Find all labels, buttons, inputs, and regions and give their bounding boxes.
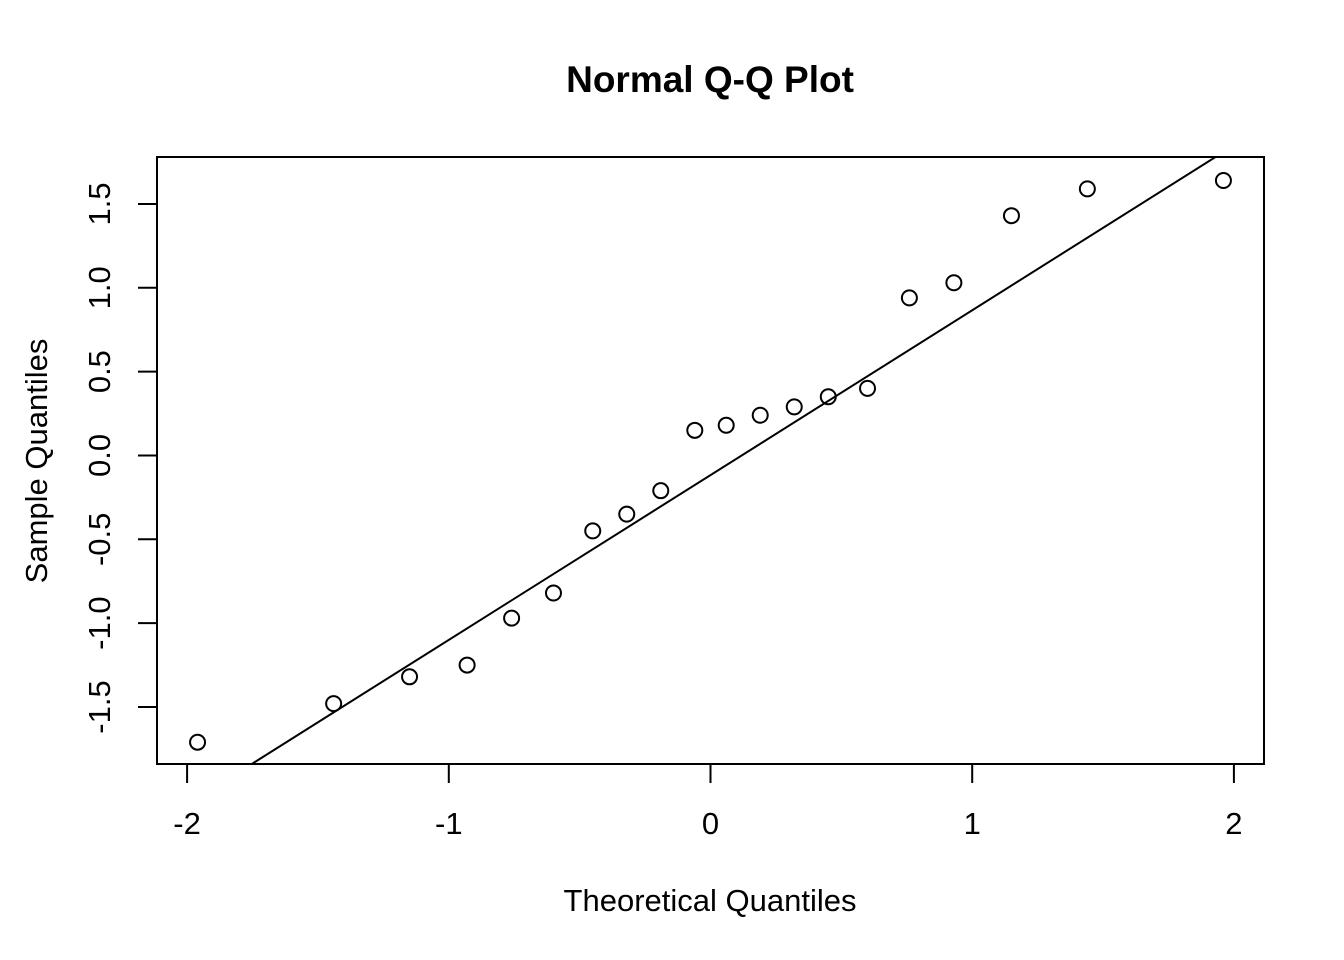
data-point [686, 421, 704, 439]
data-point [652, 482, 670, 500]
y-tick-label: 0.5 [82, 350, 117, 393]
y-tick-label: -0.5 [82, 513, 117, 566]
x-tick-label: 0 [702, 806, 719, 841]
x-tick-label: 1 [964, 806, 981, 841]
data-point [584, 522, 602, 540]
data-point [325, 695, 343, 713]
data-point [401, 668, 419, 686]
y-tick-label: -1.0 [82, 596, 117, 649]
plot-frame [156, 156, 1265, 765]
chart-title: Normal Q-Q Plot [566, 59, 854, 100]
y-axis-label: Sample Quantiles [19, 339, 54, 584]
x-axis-label: Theoretical Quantiles [564, 883, 857, 918]
data-point [458, 656, 476, 674]
y-tick-label: 0.0 [82, 434, 117, 477]
data-point [618, 505, 636, 523]
y-axis: -1.5 -1.0 -0.5 0.0 0.5 1.0 1.5 [82, 182, 158, 734]
y-tick-label: 1.5 [82, 182, 117, 225]
data-point [717, 416, 735, 434]
plot-layer [189, 157, 1232, 764]
data-point [544, 584, 562, 602]
data-point [819, 388, 837, 406]
data-point [859, 379, 877, 397]
data-point [785, 398, 803, 416]
y-tick-label: -1.5 [82, 680, 117, 733]
x-tick-label: 2 [1225, 806, 1242, 841]
data-point [503, 609, 521, 627]
x-tick-label: -1 [435, 806, 463, 841]
data-point [1214, 171, 1232, 189]
y-tick-label: 1.0 [82, 266, 117, 309]
x-tick-label: -2 [173, 806, 201, 841]
data-point [900, 289, 918, 307]
x-axis: -2 -1 0 1 2 [173, 763, 1243, 841]
data-point [751, 406, 769, 424]
data-point [1002, 207, 1020, 225]
data-point [189, 733, 207, 751]
data-point [1078, 180, 1096, 198]
data-point [945, 274, 963, 292]
qq-reference-line [249, 157, 1218, 764]
